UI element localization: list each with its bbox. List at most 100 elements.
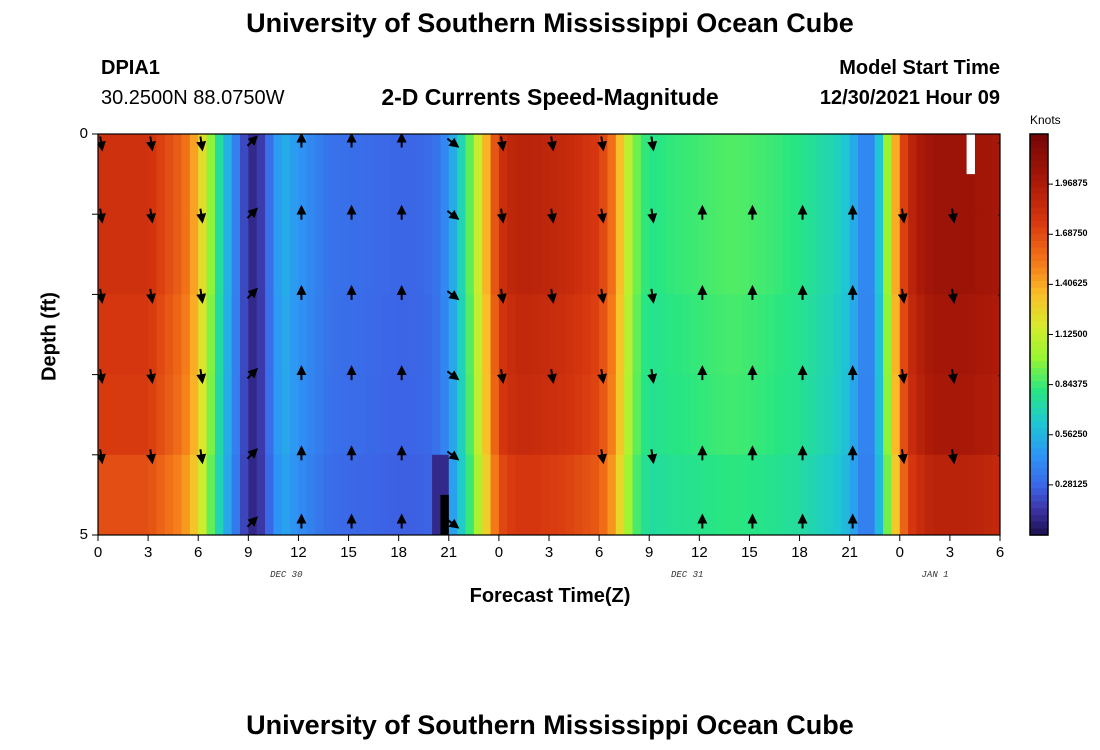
heatmap-cell [198,374,208,456]
heatmap-cell [874,374,884,456]
heatmap-cell [749,294,759,376]
heatmap-cell [507,454,517,535]
heatmap-cell [231,454,241,535]
heatmap-cell [139,294,149,376]
colorbar-segment [1030,408,1048,416]
heatmap-cell [265,214,274,295]
colorbar-label: Knots [1030,113,1061,127]
heatmap-cell [348,374,358,456]
heatmap-cell [281,214,291,295]
heatmap-cell [473,134,483,215]
heatmap-cell [866,294,876,376]
heatmap-cell [657,214,667,295]
heatmap-cell [298,134,308,215]
current-vector-arrow [446,209,460,220]
heatmap-cell [440,134,450,215]
heatmap-cell [991,294,1000,376]
heatmap-cell [682,214,692,295]
heatmap-cell [874,454,884,535]
heatmap-cell [991,454,1000,535]
heatmap-cell [615,374,625,456]
heatmap-cell [139,454,149,535]
heatmap-cell [565,374,575,456]
heatmap-cell [574,134,584,215]
heatmap-cell [841,374,851,456]
heatmap-cell [273,374,283,456]
heatmap-cell [139,134,149,215]
colorbar-tick-label: 1.40625 [1055,278,1088,289]
colorbar-segment [1030,514,1048,523]
heatmap-cell [181,134,191,215]
heatmap-cell [465,294,475,376]
heatmap-cell [824,294,834,376]
heatmap-cell [365,454,375,535]
heatmap-cell [791,454,801,535]
heatmap-cell [256,214,266,295]
colorbar-segment [1030,247,1048,255]
heatmap-cell [949,294,959,376]
heatmap-cell [682,134,692,215]
heatmap-cell [306,294,316,376]
heatmap-cell [373,374,383,456]
heatmap-cell [223,294,233,376]
heatmap-cell [398,214,408,295]
heatmap-cell [799,134,809,215]
heatmap-cell [390,134,400,215]
heatmap-cell [841,454,851,535]
heatmap-cell [290,374,300,456]
heatmap-cell [131,454,141,535]
heatmap-cell [849,214,859,295]
heatmap-cell [682,454,692,535]
heatmap-cell [473,214,483,295]
heatmap-cell [941,454,951,535]
heatmap-cell [532,214,542,295]
heatmap-cell [323,134,333,215]
heatmap-cell [549,294,558,376]
chart-subtitle: 2-D Currents Speed-Magnitude [381,84,719,110]
heatmap-cell [607,134,617,215]
colorbar-segment [1030,214,1048,222]
heatmap-cell [281,454,291,535]
colorbar-segment [1030,307,1048,316]
heatmap-cell [858,214,867,295]
heatmap-cell [448,214,458,295]
heatmap-cell [657,294,667,376]
colorbar-segment [1030,394,1048,402]
heatmap-cell [415,214,425,295]
heatmap-cell [198,454,208,535]
heatmap-cell [549,454,558,535]
current-vector-arrow [496,208,507,224]
heatmap-cell [549,214,558,295]
heatmap-cell [615,294,625,376]
heatmap-cell [615,134,625,215]
heatmap-cell [849,374,859,456]
heatmap-cell [106,294,116,376]
colorbar-segment [1030,361,1048,369]
heatmap-cell [206,294,216,376]
x-tick-label: 0 [895,544,904,561]
heatmap-cell [657,134,667,215]
colorbar-segment [1030,147,1048,155]
heatmap-cell [457,134,467,215]
current-vector-arrow [947,288,958,304]
current-vector-arrow [146,288,156,304]
heatmap-cell [774,134,784,215]
heatmap-cell [958,294,968,376]
heatmap-cell [181,214,191,295]
heatmap-cell [565,454,575,535]
heatmap-cell [949,214,959,295]
heatmap-cell [214,134,224,215]
heatmap-cell [265,374,274,456]
heatmap-cell [858,134,867,215]
heatmap-cell [540,294,550,376]
heatmap-cell [381,214,391,295]
heatmap-cell [473,294,483,376]
heatmap-cell [239,294,249,376]
heatmap-cell [448,454,458,535]
heatmap-cell [507,134,517,215]
heatmap-cell [239,374,249,456]
heatmap-cell [874,134,884,215]
x-tick-label: 21 [440,544,458,561]
current-vector-arrow [647,449,658,465]
heatmap-cell [757,134,767,215]
